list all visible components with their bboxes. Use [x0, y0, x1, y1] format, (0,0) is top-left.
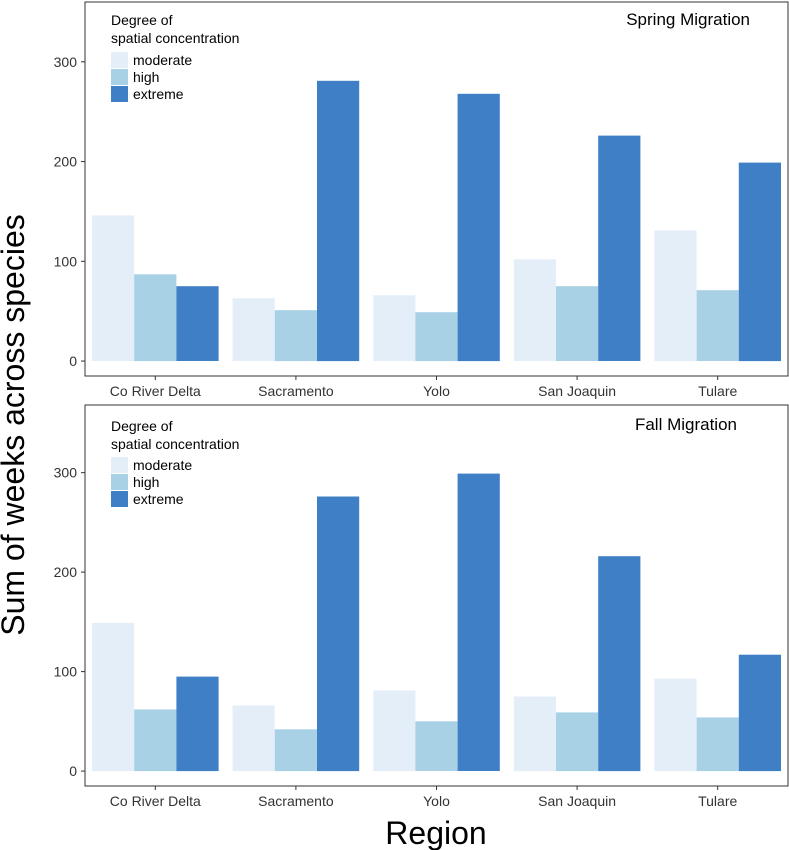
- panel-title: Spring Migration: [626, 10, 750, 29]
- bar-extreme: [738, 654, 781, 772]
- legend-swatch-high: [111, 69, 128, 85]
- x-tick-label: Tulare: [698, 383, 737, 399]
- legend-label: high: [133, 69, 159, 85]
- x-tick-label: San Joaquin: [538, 383, 616, 399]
- bar-high: [274, 310, 317, 362]
- x-tick-label: Co River Delta: [110, 383, 201, 399]
- legend-label: moderate: [133, 52, 192, 68]
- bar-moderate: [654, 230, 697, 362]
- bar-extreme: [598, 135, 641, 361]
- legend-title: Degree of: [111, 12, 173, 28]
- x-tick-label: Yolo: [423, 793, 450, 809]
- legend-title: spatial concentration: [111, 436, 239, 452]
- legend-label: extreme: [133, 491, 184, 507]
- bar-moderate: [232, 298, 275, 361]
- bar-moderate: [92, 215, 135, 361]
- legend-label: moderate: [133, 457, 192, 473]
- ticks-layer: Co River Delta Sacramento Yolo San Joaquin T…: [54, 465, 738, 809]
- legend-swatch-moderate: [111, 52, 128, 68]
- bar-extreme: [457, 93, 500, 362]
- bar-high: [556, 286, 599, 361]
- legend: Degree of spatial concentration moderate…: [111, 12, 239, 102]
- x-tick-label: Yolo: [423, 383, 450, 399]
- y-axis-title: Sum of weeks across species: [0, 214, 31, 636]
- y-tick-label: 300: [54, 54, 78, 70]
- legend-swatch-extreme: [111, 86, 128, 102]
- bar-extreme: [176, 286, 219, 361]
- y-tick-label: 200: [54, 564, 78, 580]
- x-tick-label: Sacramento: [258, 383, 334, 399]
- bar-high: [696, 290, 739, 361]
- bar-moderate: [373, 295, 416, 361]
- bar-high: [134, 709, 177, 772]
- panel-title: Fall Migration: [635, 415, 737, 434]
- y-tick-label: 200: [54, 154, 78, 170]
- bar-extreme: [598, 556, 641, 772]
- bar-extreme: [176, 676, 219, 772]
- legend-title: spatial concentration: [111, 30, 239, 46]
- bar-extreme: [317, 80, 360, 362]
- x-axis-title: Region: [385, 815, 486, 850]
- y-tick-label: 100: [54, 253, 78, 269]
- bar-high: [274, 729, 317, 772]
- legend-title: Degree of: [111, 418, 173, 434]
- bar-moderate: [232, 705, 275, 772]
- y-tick-label: 0: [69, 353, 77, 369]
- legend-swatch-moderate: [111, 457, 128, 473]
- legend-swatch-extreme: [111, 491, 128, 507]
- x-tick-label: Tulare: [698, 793, 737, 809]
- bars-layer: [92, 473, 781, 772]
- legend-label: extreme: [133, 86, 184, 102]
- y-tick-label: 0: [69, 763, 77, 779]
- legend-swatch-high: [111, 474, 128, 490]
- bar-moderate: [373, 690, 416, 772]
- y-tick-label: 100: [54, 664, 78, 680]
- bar-high: [415, 721, 458, 771]
- panel-fall: Fall Migration Co River Delta Sacramento Y…: [54, 404, 789, 809]
- x-tick-label: Co River Delta: [110, 793, 201, 809]
- x-tick-label: San Joaquin: [538, 793, 616, 809]
- bar-extreme: [457, 473, 500, 771]
- bar-moderate: [92, 622, 135, 772]
- bar-high: [696, 717, 739, 772]
- legend: Degree of spatial concentration moderate…: [111, 418, 239, 507]
- panel-spring: Spring Migration Co River Delta Sacrament…: [54, 1, 789, 399]
- bar-high: [134, 274, 177, 362]
- bar-moderate: [654, 678, 697, 772]
- legend-label: high: [133, 474, 159, 490]
- bar-high: [415, 312, 458, 362]
- bars-layer: [92, 80, 781, 362]
- bar-extreme: [317, 496, 360, 772]
- ticks-layer: Co River Delta Sacramento Yolo San Joaquin T…: [54, 54, 738, 399]
- bar-moderate: [513, 696, 556, 772]
- bar-high: [556, 712, 599, 772]
- bar-extreme: [738, 162, 781, 362]
- x-tick-label: Sacramento: [258, 793, 334, 809]
- bar-moderate: [513, 259, 556, 361]
- y-tick-label: 300: [54, 465, 78, 481]
